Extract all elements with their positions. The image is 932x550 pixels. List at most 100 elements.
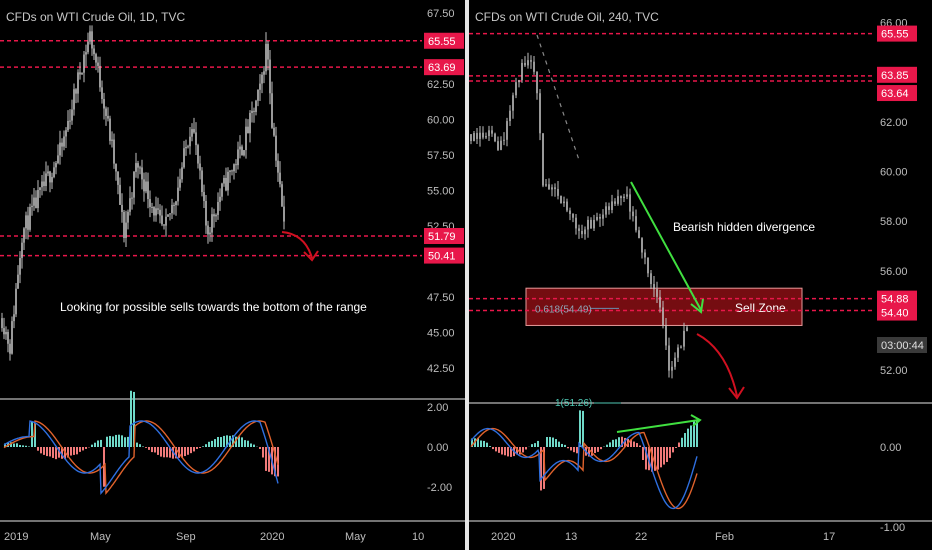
- macd-y-tick-label: -2.00: [427, 482, 452, 494]
- histogram-bar-positive: [19, 445, 21, 447]
- left-chart-canvas[interactable]: 67.5062.5060.0057.5055.0052.5047.5045.00…: [0, 0, 465, 550]
- histogram-bar-positive: [34, 423, 36, 447]
- right-chart-panel[interactable]: 66.00 62.00 60.00 58.00 56.00 52.00 Sell Zone 6…: [469, 0, 932, 550]
- candle-body: [219, 196, 221, 203]
- candle-body: [494, 133, 496, 142]
- histogram-bar-positive: [16, 443, 18, 447]
- candle-body: [524, 62, 526, 66]
- histogram-bar-positive: [564, 444, 566, 447]
- histogram-bar-negative: [157, 447, 159, 455]
- histogram-bar-negative: [187, 447, 189, 455]
- candle-body: [281, 184, 283, 207]
- candle-body: [105, 108, 107, 116]
- candle-body: [5, 331, 7, 335]
- histogram-bar-negative: [199, 447, 201, 448]
- histogram-bar-positive: [91, 444, 93, 447]
- histogram-bar-positive: [684, 433, 686, 447]
- red-arrowhead: [728, 386, 745, 400]
- candle-body: [57, 155, 59, 164]
- red-arrow: [281, 231, 313, 259]
- x-tick-label: 10: [412, 531, 424, 543]
- candle-body: [7, 331, 9, 344]
- candle-body: [43, 181, 45, 187]
- candle-body: [557, 189, 559, 196]
- candle-body: [593, 219, 595, 229]
- candle-body: [605, 206, 607, 215]
- histogram-bar-positive: [253, 444, 255, 447]
- right-chart-title: CFDs on WTI Crude Oil, 240, TVC: [475, 10, 659, 24]
- candle-body: [497, 141, 499, 150]
- histogram-bar-negative: [498, 447, 500, 453]
- histogram-bar-positive: [609, 442, 611, 447]
- histogram-bar-negative: [61, 447, 63, 459]
- candle-body: [135, 163, 137, 172]
- histogram-bar-positive: [235, 436, 237, 447]
- left-chart-panel[interactable]: 67.50 62.50 60.00 57.50 55.00 52.50 47.50 45.00…: [0, 0, 465, 550]
- candle-body: [267, 43, 269, 60]
- candle-body: [133, 171, 135, 198]
- histogram-bar-negative: [79, 447, 81, 452]
- candle-body: [59, 142, 61, 156]
- histogram-bar-negative: [166, 447, 168, 458]
- candle-body: [548, 184, 550, 190]
- y-tick-label: 62.50: [427, 79, 455, 91]
- histogram-bar-positive: [217, 436, 219, 447]
- candle-body: [193, 129, 195, 133]
- histogram-bar-negative: [624, 437, 626, 447]
- candle-body: [23, 228, 25, 243]
- candle-body: [221, 183, 223, 197]
- candle-body: [131, 197, 133, 199]
- candle-body: [85, 52, 87, 55]
- histogram-bar-positive: [612, 439, 614, 447]
- candle-body: [545, 184, 547, 186]
- candle-body: [608, 206, 610, 210]
- candle-body: [145, 181, 147, 192]
- histogram-bar-negative: [507, 447, 509, 457]
- histogram-bar-positive: [244, 440, 246, 447]
- red-arrow: [696, 333, 738, 397]
- histogram-bar-negative: [82, 447, 84, 451]
- histogram-bar-negative: [621, 436, 623, 447]
- histogram-bar-negative: [636, 443, 638, 447]
- histogram-bar-positive: [690, 425, 692, 447]
- candle-body: [271, 93, 273, 128]
- candle-body: [569, 210, 571, 214]
- macd-y-tick-label: 0.00: [427, 442, 448, 454]
- histogram-bar-negative: [43, 447, 45, 455]
- x-tick-label: 2020: [491, 531, 515, 543]
- candle-body: [157, 208, 159, 210]
- histogram-bar-negative: [262, 447, 264, 458]
- histogram-bar-negative: [576, 447, 578, 454]
- histogram-bar-positive: [4, 443, 6, 447]
- candle-body: [255, 100, 257, 112]
- histogram-bar-negative: [660, 447, 662, 468]
- candle-body: [61, 142, 63, 147]
- candle-body: [476, 133, 478, 139]
- candle-body: [163, 224, 165, 226]
- macd-y-tick-label: -1.00: [880, 522, 905, 534]
- panel-divider[interactable]: [465, 0, 469, 550]
- candle-body: [512, 95, 514, 111]
- candle-body: [31, 205, 33, 208]
- candle-body: [229, 170, 231, 172]
- candle-body: [169, 213, 171, 215]
- histogram-bar-positive: [531, 444, 533, 447]
- y-tick-label: 45.00: [427, 327, 455, 339]
- candle-body: [161, 215, 163, 225]
- green-arrow: [630, 181, 702, 311]
- histogram-bar-negative: [151, 447, 153, 453]
- fib-1-label: 1(51.26): [555, 398, 592, 409]
- candle-body: [91, 31, 93, 49]
- histogram-bar-positive: [534, 443, 536, 447]
- level-tag-label: 65.55: [428, 36, 456, 48]
- candle-body: [668, 345, 670, 371]
- fib-trend-line: [536, 34, 580, 161]
- candle-body: [656, 289, 658, 297]
- histogram-bar-positive: [681, 437, 683, 447]
- y-tick-label: 60.00: [880, 166, 908, 178]
- candle-body: [243, 150, 245, 156]
- candle-body: [261, 74, 263, 84]
- histogram-bar-negative: [651, 447, 653, 472]
- candle-body: [677, 347, 679, 358]
